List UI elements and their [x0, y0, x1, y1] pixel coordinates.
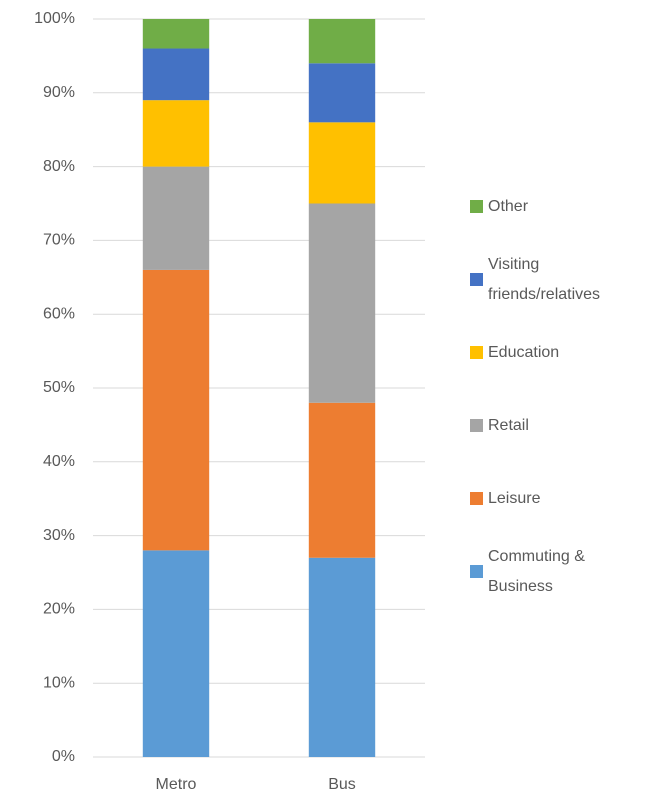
y-tick-label: 80% [43, 158, 75, 175]
legend-swatch [470, 200, 483, 213]
y-tick-label: 20% [43, 601, 75, 618]
x-tick-label: Bus [328, 776, 356, 793]
bar-segment [142, 48, 210, 101]
y-tick-label: 60% [43, 305, 75, 322]
y-tick-label: 40% [43, 453, 75, 470]
legend-label: Retail [488, 416, 529, 434]
bar-segment [308, 63, 376, 123]
legend-label: Commuting & Business [488, 547, 585, 595]
legend: Commuting & Business Leisure Retail Educati… [470, 170, 648, 608]
bar-segment [308, 203, 376, 403]
legend-item: Visiting friends/relatives [470, 243, 648, 316]
x-tick-label: Metro [156, 776, 197, 793]
legend-swatch [470, 273, 483, 286]
bar-segment [308, 19, 376, 64]
legend-item: Leisure [470, 462, 648, 535]
bar-segment [308, 402, 376, 558]
y-tick-label: 70% [43, 232, 75, 249]
legend-label: Education [488, 343, 560, 361]
legend-label: Leisure [488, 489, 541, 507]
y-tick-label: 90% [43, 84, 75, 101]
bar-segment [142, 550, 210, 757]
y-tick-label: 100% [34, 10, 75, 27]
y-tick-label: 50% [43, 379, 75, 396]
legend-label: Other [488, 197, 529, 215]
bar-segment [308, 557, 376, 757]
legend-item: Retail [470, 389, 648, 462]
y-tick-label: 10% [43, 674, 75, 691]
bar-segment [142, 166, 210, 270]
bar-segment [142, 19, 210, 49]
legend-swatch [470, 419, 483, 432]
bar-segment [142, 269, 210, 551]
legend-swatch [470, 492, 483, 505]
y-tick-label: 30% [43, 527, 75, 544]
legend-item: Education [470, 316, 648, 389]
legend-item: Commuting & Business [470, 535, 648, 608]
legend-label: Visiting friends/relatives [488, 255, 601, 303]
bar-segment [142, 100, 210, 167]
legend-swatch [470, 346, 483, 359]
y-tick-label: 0% [52, 748, 75, 765]
bar-segment [308, 122, 376, 204]
legend-item: Other [470, 170, 648, 243]
legend-swatch [470, 565, 483, 578]
